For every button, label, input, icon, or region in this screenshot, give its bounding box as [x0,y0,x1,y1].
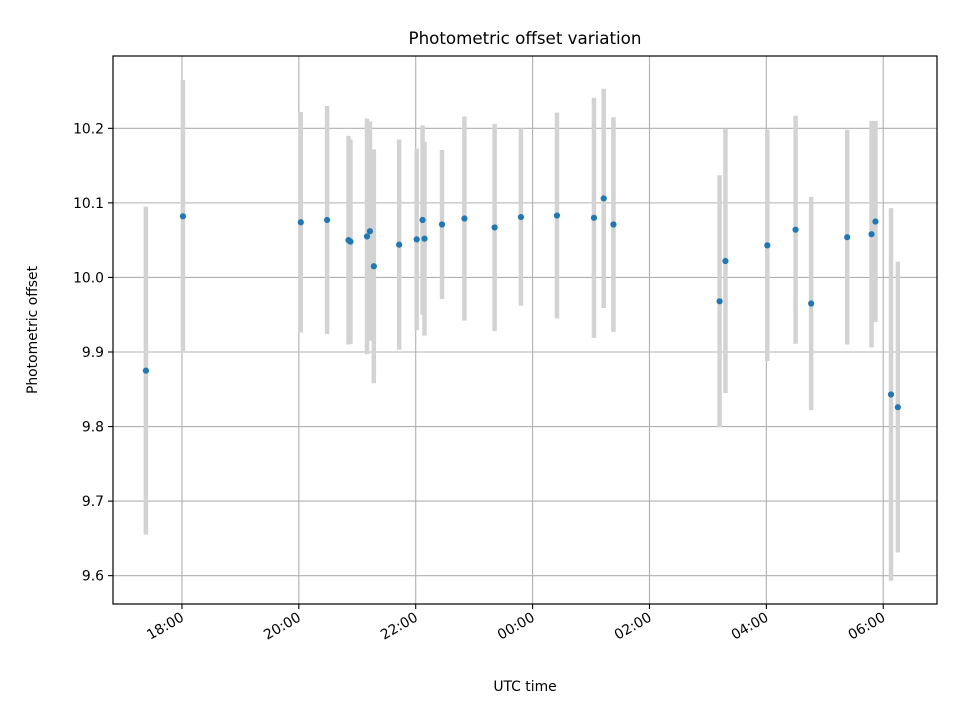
data-point [590,214,598,221]
data-point [142,367,150,374]
data-point [366,228,374,235]
y-tick-label: 9.9 [82,345,104,361]
data-point [844,234,851,241]
data-point [297,219,304,226]
data-point [894,404,901,411]
data-point [722,257,729,265]
x-axis-label: UTC time [493,679,556,695]
data-point [872,218,879,225]
data-point [370,263,377,270]
data-point [491,224,498,231]
data-point [517,213,525,221]
data-point [461,215,468,222]
point-layer [142,195,901,411]
data-point [553,212,561,219]
data-point [419,216,426,224]
y-tick-label: 10.2 [73,121,104,137]
data-point [600,195,607,202]
y-tick-label: 10.0 [73,270,104,286]
data-point [438,221,446,228]
data-point [868,231,875,238]
plot-frame [112,55,938,605]
chart-title: Photometric offset variation [409,28,642,48]
data-point [887,391,895,398]
data-point [764,242,771,249]
data-point [396,241,403,248]
data-point [347,238,354,245]
data-point [413,236,420,243]
data-point [792,226,799,233]
data-point [716,298,723,305]
data-point [421,235,428,242]
data-point [363,233,371,240]
y-axis-label: Photometric offset [25,265,41,394]
data-point [808,300,815,307]
y-tick-label: 10.1 [73,196,104,212]
y-tick-label: 9.8 [82,420,104,436]
y-tick-label: 9.7 [82,494,104,510]
y-tick-label: 9.6 [82,569,104,585]
data-point [610,221,617,228]
data-point [323,216,331,224]
data-point [179,213,187,220]
